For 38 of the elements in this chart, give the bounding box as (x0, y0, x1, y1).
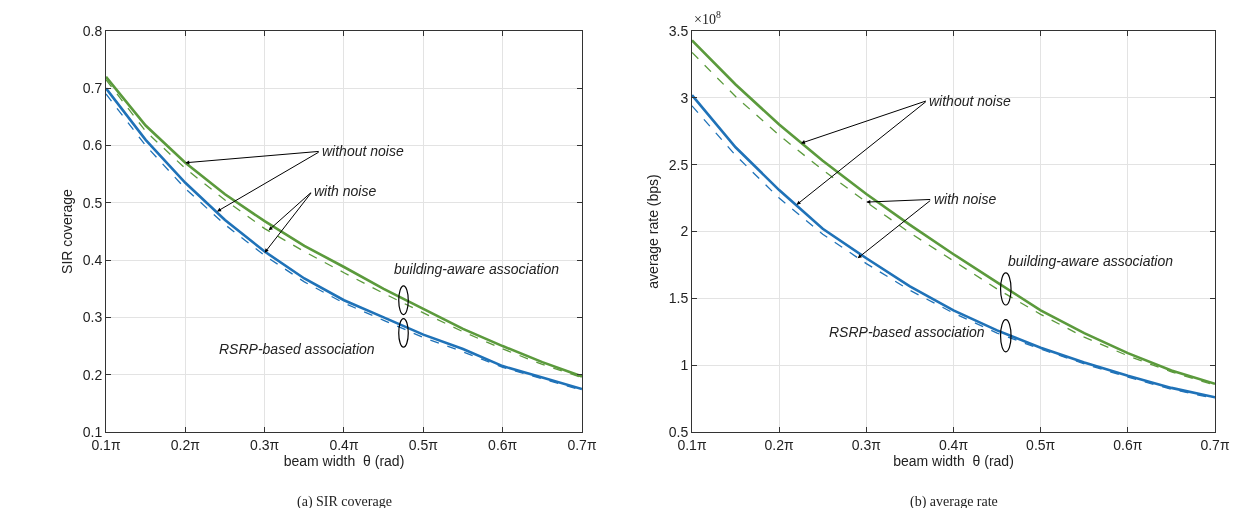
annotation: with noise (934, 191, 997, 207)
x-tick-label: 0.4π (329, 436, 359, 453)
x-tick-label: 0.3π (851, 436, 882, 453)
y-tick-label: 0.8 (82, 22, 103, 39)
y-tick-label: 0.5 (82, 194, 103, 211)
y-tick-label: 0.7 (82, 80, 103, 97)
x-tick-label: 0.3π (250, 436, 280, 453)
annotation: RSRP-based association (219, 341, 375, 357)
annotation: without noise (929, 93, 1011, 109)
x-axis-title: beam width θ (rad) (283, 453, 405, 470)
y-tick-label: 2.5 (668, 156, 689, 173)
y-tick-label: 2 (680, 223, 689, 240)
annotation: without noise (322, 143, 404, 159)
x-tick-label: 0.5π (1026, 436, 1056, 453)
annotation: RSRP-based association (829, 324, 985, 340)
x-tick-label: 0.7π (1200, 436, 1230, 453)
y-tick-label: 3 (680, 89, 689, 106)
y-axis-title: average rate (bps) (645, 174, 662, 289)
annotation: building-aware association (1008, 253, 1174, 269)
x-tick-label: 0.6π (1113, 436, 1143, 453)
x-tick-label: 0.7π (567, 436, 597, 453)
y-tick-label: 1.5 (668, 290, 689, 307)
x-tick-label: 0.2π (764, 436, 795, 453)
y-axis-title: SIR coverage (59, 188, 76, 274)
y-tick-label: 0.3 (82, 309, 103, 326)
y-tick-label: 0.4 (82, 252, 103, 269)
y-tick-label: 0.6 (82, 137, 103, 154)
annotation: building-aware association (394, 261, 560, 277)
y-tick-label: 0.2 (82, 366, 103, 383)
x-tick-label: 0.5π (408, 436, 439, 453)
x-tick-label: 0.4π (938, 436, 969, 453)
x-axis-title: beam width θ (rad) (893, 453, 1014, 470)
y-tick-label: 1 (680, 357, 689, 374)
y-tick-label: 3.5 (668, 22, 689, 39)
x-tick-label: 0.6π (488, 436, 518, 453)
annotation: with noise (314, 183, 377, 199)
text: ×10$^{8}$ (694, 9, 721, 27)
x-tick-label: 0.2π (170, 436, 201, 453)
